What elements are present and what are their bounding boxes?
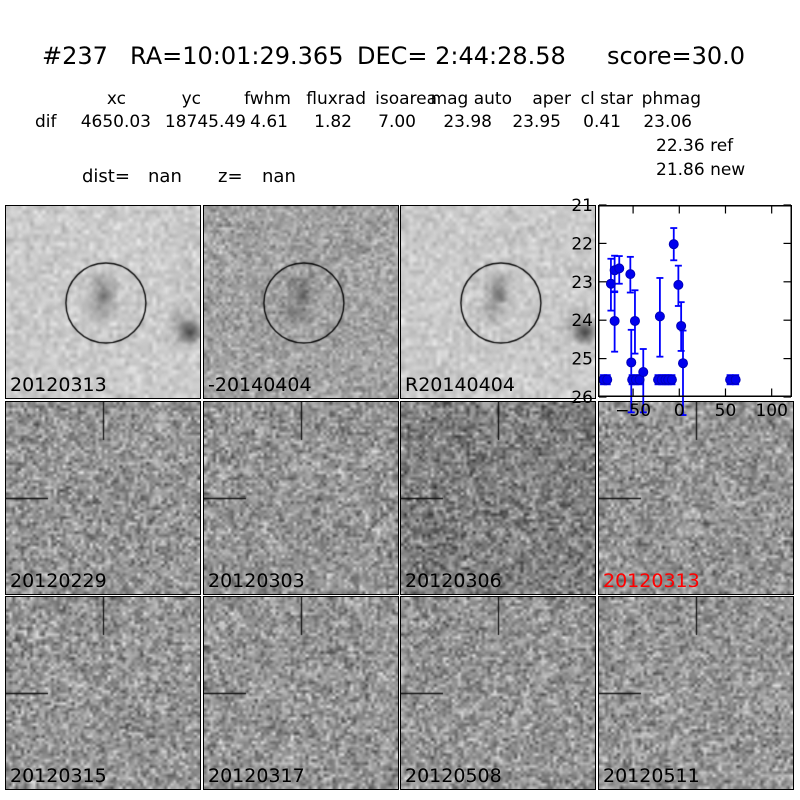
lightcurve-chart: 21 22 23 24 25 26 −50 0 50 100	[571, 196, 792, 421]
cutout-image	[400, 596, 596, 790]
value-clstar: 0.41	[583, 112, 621, 132]
z-label: z=	[218, 166, 243, 187]
col-header-xc: xc	[106, 89, 126, 109]
col-header-clstar: cl star	[580, 89, 633, 109]
col-header-aper: aper	[532, 89, 571, 109]
cutout-panel-new: -20140404	[203, 205, 399, 399]
cutout-panel: 20120511	[598, 596, 794, 790]
col-header-magauto: mag auto	[430, 89, 512, 109]
photometry-table-row-dif: dif 4650.03 18745.49 4.61 1.82 7.00 23.9…	[0, 112, 800, 132]
ref-mag-line: 22.36 ref	[656, 136, 733, 156]
col-header-isoarea: isoarea	[375, 89, 437, 109]
col-header-fluxrad: fluxrad	[306, 89, 366, 109]
cutout-label: 20120315	[10, 765, 107, 787]
new-mag-line: 21.86 new	[656, 160, 745, 180]
cutout-label: 20120317	[208, 765, 305, 787]
cutout-label: -20140404	[208, 374, 312, 396]
ra-value: RA=10:01:29.365	[130, 42, 344, 70]
cutout-label: 20120508	[405, 765, 502, 787]
dec-value: DEC= 2:44:28.58	[357, 42, 566, 70]
cutout-image	[203, 205, 399, 399]
cutout-label: R20140404	[405, 374, 515, 396]
lightcurve-plot: 21 22 23 24 25 26 −50 0 50 100	[571, 196, 792, 421]
cutout-panel-ref: R20140404	[400, 205, 596, 399]
value-magauto: 23.98	[443, 112, 492, 132]
cutout-image	[5, 596, 201, 790]
cutout-label: 20120511	[603, 765, 700, 787]
col-header-yc: yc	[181, 89, 201, 109]
col-header-fwhm: fwhm	[244, 89, 291, 109]
value-aper: 23.95	[512, 112, 561, 132]
svg-text:24: 24	[571, 311, 593, 331]
col-header-phmag: phmag	[641, 89, 701, 109]
cutout-image	[203, 401, 399, 595]
cutout-panel: 20120315	[5, 596, 201, 790]
value-xc: 4650.03	[80, 112, 151, 132]
cutout-image	[400, 205, 596, 399]
cutout-panel-dif: 20120313	[5, 205, 201, 399]
row-label-dif: dif	[35, 112, 57, 132]
svg-text:23: 23	[571, 273, 593, 293]
svg-text:−50: −50	[615, 401, 651, 421]
cutout-label: 20120229	[10, 570, 107, 592]
cutout-panel: 20120303	[203, 401, 399, 595]
svg-text:22: 22	[571, 234, 593, 254]
dist-value: nan	[148, 166, 182, 187]
cutout-label: 20120303	[208, 570, 305, 592]
score-value: score=30.0	[607, 42, 746, 70]
cutout-image	[598, 596, 794, 790]
svg-text:50: 50	[715, 401, 737, 421]
cutout-image	[598, 401, 794, 595]
cutout-panel: 20120229	[5, 401, 201, 595]
cutout-panel-highlighted: 20120313	[598, 401, 794, 595]
svg-text:100: 100	[755, 401, 787, 421]
cutout-panel: 20120306	[400, 401, 596, 595]
value-phmag: 23.06	[643, 112, 692, 132]
cutout-image	[5, 401, 201, 595]
svg-text:26: 26	[571, 388, 593, 408]
svg-text:25: 25	[571, 350, 593, 370]
candidate-id: #237	[42, 42, 108, 70]
z-value: nan	[262, 166, 296, 187]
ref-mag-value: 22.36	[656, 136, 705, 156]
svg-text:0: 0	[674, 401, 685, 421]
title-row: #237 RA=10:01:29.365 DEC= 2:44:28.58 sco…	[0, 42, 800, 72]
dist-z-line: dist= nan z= nan	[0, 166, 640, 188]
cutout-label: 20120313	[603, 570, 700, 592]
value-fluxrad: 1.82	[314, 112, 352, 132]
new-mag-value: 21.86	[656, 160, 705, 180]
svg-text:21: 21	[571, 196, 593, 216]
cutout-image	[400, 401, 596, 595]
cutout-image	[203, 596, 399, 790]
ref-mag-label: ref	[710, 136, 734, 156]
cutout-label: 20120313	[10, 374, 107, 396]
cutout-image	[5, 205, 201, 399]
value-isoarea: 7.00	[378, 112, 416, 132]
value-yc: 18745.49	[164, 112, 246, 132]
dist-label: dist=	[82, 166, 130, 187]
new-mag-label: new	[710, 160, 746, 180]
value-fwhm: 4.61	[250, 112, 288, 132]
cutout-label: 20120306	[405, 570, 502, 592]
cutout-panel: 20120508	[400, 596, 596, 790]
photometry-table-header: xc yc fwhm fluxrad isoarea mag auto aper…	[0, 89, 800, 109]
cutout-panel: 20120317	[203, 596, 399, 790]
